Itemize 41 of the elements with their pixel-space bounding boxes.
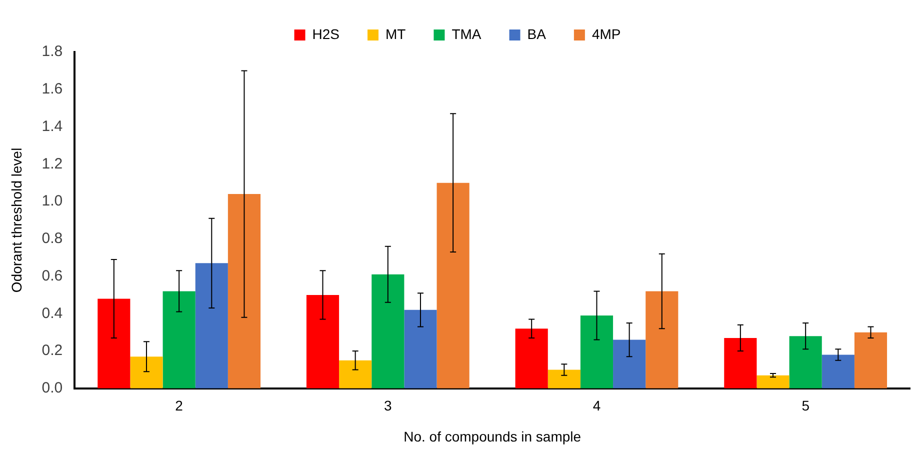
x-tick-label: 4 bbox=[592, 398, 601, 414]
y-tick-label: 0.2 bbox=[42, 342, 63, 360]
bar bbox=[162, 291, 196, 388]
bar bbox=[339, 360, 372, 388]
bar bbox=[195, 263, 228, 388]
y-tick-label: 0.0 bbox=[42, 380, 63, 397]
bar bbox=[130, 356, 163, 388]
y-tick-label: 1.0 bbox=[42, 192, 63, 210]
bar bbox=[98, 298, 130, 388]
y-axis-title: Odorant threshold level bbox=[8, 148, 24, 293]
legend-label: H2S bbox=[312, 26, 340, 42]
bar bbox=[306, 294, 340, 388]
y-tick-label: 1.8 bbox=[42, 43, 63, 60]
y-tick-label: 1.4 bbox=[42, 118, 63, 135]
bar bbox=[372, 274, 404, 388]
bar bbox=[436, 182, 470, 388]
legend-label: MT bbox=[386, 26, 406, 42]
bar bbox=[646, 291, 678, 388]
bar bbox=[789, 336, 822, 388]
bar bbox=[548, 370, 580, 388]
y-tick-label: 1.2 bbox=[42, 155, 63, 172]
bar bbox=[515, 328, 548, 388]
x-tick-label: 5 bbox=[802, 398, 810, 414]
y-tick-label: 0.4 bbox=[42, 304, 63, 322]
legend-label: 4MP bbox=[592, 26, 621, 42]
x-tick-label: 2 bbox=[175, 398, 184, 414]
bar bbox=[580, 316, 614, 388]
x-tick-label: 3 bbox=[384, 398, 392, 414]
bar bbox=[756, 375, 790, 388]
y-tick-label: 0.8 bbox=[42, 230, 63, 248]
bar bbox=[228, 194, 261, 388]
bar bbox=[854, 332, 888, 388]
bar bbox=[613, 340, 646, 388]
bar bbox=[404, 310, 437, 388]
bar bbox=[822, 354, 854, 388]
x-axis-title: No. of compounds in sample bbox=[404, 428, 582, 444]
legend-label: TMA bbox=[452, 26, 482, 42]
legend-label: BA bbox=[527, 26, 547, 42]
y-tick-label: 0.6 bbox=[42, 267, 63, 284]
y-tick-label: 1.6 bbox=[42, 80, 63, 98]
bar bbox=[724, 338, 757, 388]
